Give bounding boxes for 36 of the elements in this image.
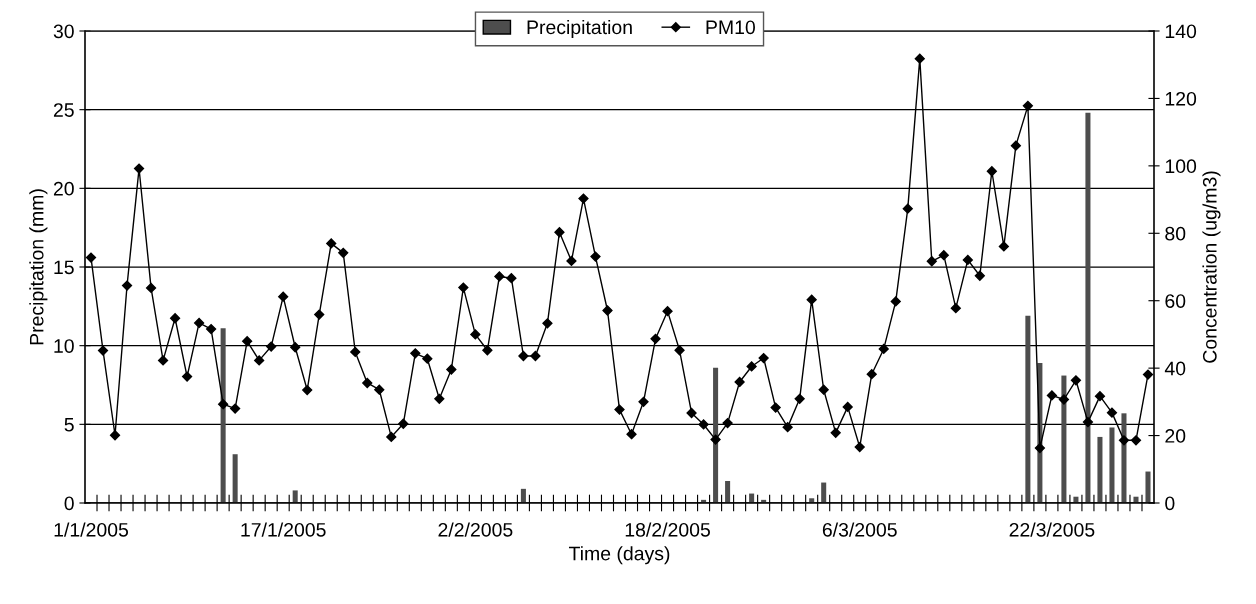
x-axis-title: Time (days) (568, 546, 670, 565)
legend-label: Precipitation (527, 19, 632, 39)
y2-tick-label: 80 (1165, 226, 1186, 241)
y-tick-label: 10 (54, 339, 74, 353)
x-tick-label: 6/3/2005 (822, 522, 897, 537)
x-tick-label: 2/2/2005 (438, 522, 513, 537)
y2-tick-label: 20 (1165, 429, 1186, 443)
y2-tick-label: 0 (1165, 496, 1175, 511)
bar (1097, 436, 1103, 503)
bar (292, 490, 298, 503)
bar (520, 488, 526, 503)
y-axis-title: Precipitation (mm) (29, 189, 48, 345)
x-tick-label: 18/2/2005 (625, 522, 710, 537)
y2-tick-label: 100 (1165, 159, 1197, 174)
y2-tick-label: 140 (1165, 24, 1197, 39)
bar (1025, 315, 1031, 503)
bar (1133, 496, 1139, 503)
bar (232, 454, 238, 503)
legend-label: PM10 (706, 20, 755, 35)
y2-axis-title: Concentration (ug/m3) (1202, 171, 1221, 363)
y-tick-label: 0 (64, 496, 74, 511)
y-tick-label: 20 (53, 181, 74, 196)
y2-tick-label: 40 (1164, 361, 1186, 376)
y-tick-label: 30 (53, 24, 74, 39)
y-tick-label: 5 (64, 418, 74, 432)
y2-tick-label: 60 (1165, 294, 1186, 308)
x-tick-label: 1/1/2005 (54, 522, 129, 537)
x-tick-label: 22/3/2005 (1009, 522, 1095, 537)
x-tick-label: 17/1/2005 (241, 522, 326, 537)
bar (1145, 471, 1151, 503)
y-tick-label: 15 (54, 260, 74, 275)
bar (821, 482, 827, 503)
bar (1109, 427, 1115, 503)
y-tick-label: 25 (53, 103, 74, 117)
y2-tick-label: 120 (1165, 91, 1197, 106)
bar (725, 480, 731, 503)
